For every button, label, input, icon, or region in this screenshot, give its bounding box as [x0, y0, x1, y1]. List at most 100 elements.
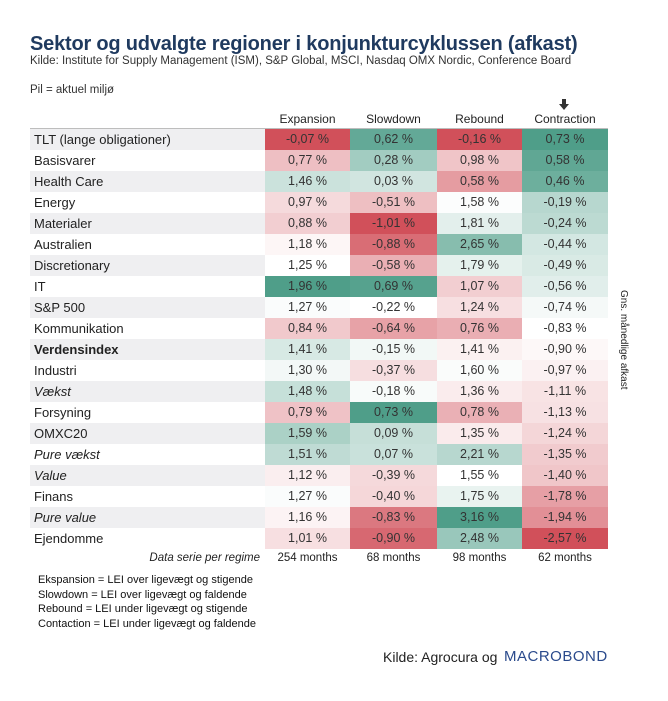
- heatmap-cell-rebound: -0,16 %: [437, 129, 522, 150]
- heatmap-cell-rebound: 1,81 %: [437, 213, 522, 234]
- row-label: IT: [34, 279, 46, 294]
- heatmap-cell-slowdown: -0,22 %: [350, 297, 437, 318]
- row-label: Health Care: [30, 171, 265, 192]
- heatmap-cell-rebound: 0,78 %: [437, 402, 522, 423]
- heatmap-cell-expansion: 1,12 %: [265, 465, 350, 486]
- header-divider: [30, 128, 608, 129]
- heatmap-cell-contraction: -2,57 %: [522, 528, 608, 549]
- row-label: Materialer: [30, 213, 265, 234]
- row-label: TLT (lange obligationer): [30, 129, 265, 150]
- table-row: OMXC20 1,59 % 0,09 % 1,35 % -1,24 %: [30, 423, 608, 444]
- footer-months-contraction: 62 months: [538, 552, 592, 564]
- heatmap-cell-expansion: 1,96 %: [265, 276, 350, 297]
- heatmap-cell-expansion: 0,79 %: [265, 402, 350, 423]
- heatmap-cell-rebound: 1,41 %: [437, 339, 522, 360]
- heatmap-cell-rebound: 1,24 %: [437, 297, 522, 318]
- row-label: Verdensindex: [30, 339, 265, 360]
- heatmap-cell-slowdown: -0,51 %: [350, 192, 437, 213]
- heatmap-cell-contraction: -1,40 %: [522, 465, 608, 486]
- heatmap-cell-slowdown: 0,28 %: [350, 150, 437, 171]
- heatmap-cell-rebound: 2,65 %: [437, 234, 522, 255]
- table-row: Ejendomme 1,01 % -0,90 % 2,48 % -2,57 %: [30, 528, 608, 549]
- row-label: Energy: [34, 195, 76, 210]
- heatmap-cell-rebound: 3,16 %: [437, 507, 522, 528]
- table-row: Discretionary 1,25 % -0,58 % 1,79 % -0,49 %: [30, 255, 608, 276]
- heatmap-cell-rebound: 1,75 %: [437, 486, 522, 507]
- arrow-note: Pil = aktuel miljø: [30, 84, 115, 96]
- heatmap-cell-slowdown: -1,01 %: [350, 213, 437, 234]
- heatmap-cell-slowdown: -0,83 %: [350, 507, 437, 528]
- page-title: Sektor og udvalgte regioner i konjunktur…: [30, 33, 578, 55]
- row-label: Pure value: [30, 507, 265, 528]
- heatmap-cell-expansion: 1,46 %: [265, 171, 350, 192]
- heatmap-cell-contraction: -0,49 %: [522, 255, 608, 276]
- heatmap-cell-slowdown: 0,62 %: [350, 129, 437, 150]
- heatmap-cell-expansion: 1,48 %: [265, 381, 350, 402]
- arrow-down-icon: [559, 99, 569, 110]
- heatmap-cell-expansion: 1,18 %: [265, 234, 350, 255]
- heatmap-cell-contraction: 0,46 %: [522, 171, 608, 192]
- heatmap-cell-slowdown: -0,18 %: [350, 381, 437, 402]
- table-row: Health Care 1,46 % 0,03 % 0,58 % 0,46 %: [30, 171, 608, 192]
- legend-line: Ekspansion = LEI over ligevægt og stigen…: [38, 574, 253, 586]
- heatmap-cell-slowdown: -0,64 %: [350, 318, 437, 339]
- heatmap-cell-rebound: 2,48 %: [437, 528, 522, 549]
- heatmap-cell-expansion: 1,25 %: [265, 255, 350, 276]
- column-header-expansion: Expansion: [279, 112, 336, 126]
- heatmap-cell-expansion: 0,77 %: [265, 150, 350, 171]
- heatmap-cell-expansion: 1,30 %: [265, 360, 350, 381]
- footer-months-expansion: 254 months: [277, 552, 338, 564]
- table-row: Energy 0,97 % -0,51 % 1,58 % -0,19 %: [30, 192, 608, 213]
- heatmap-cell-slowdown: 0,73 %: [350, 402, 437, 423]
- heatmap-cell-slowdown: 0,69 %: [350, 276, 437, 297]
- heatmap-cell-expansion: 0,97 %: [265, 192, 350, 213]
- table-row: Materialer 0,88 % -1,01 % 1,81 % -0,24 %: [30, 213, 608, 234]
- heatmap-cell-contraction: 0,58 %: [522, 150, 608, 171]
- heatmap-cell-rebound: 1,58 %: [437, 192, 522, 213]
- heatmap-cell-contraction: -0,90 %: [522, 339, 608, 360]
- row-label: Industri: [34, 363, 77, 378]
- heatmap-cell-rebound: 1,07 %: [437, 276, 522, 297]
- source-subtitle: Kilde: Institute for Supply Management (…: [30, 55, 572, 67]
- heatmap-cell-contraction: -0,44 %: [522, 234, 608, 255]
- heatmap-cell-slowdown: -0,15 %: [350, 339, 437, 360]
- heatmap-cell-slowdown: -0,40 %: [350, 486, 437, 507]
- column-header-contraction: Contraction: [534, 112, 596, 126]
- heatmap-cell-contraction: -0,83 %: [522, 318, 608, 339]
- heatmap-cell-expansion: 1,41 %: [265, 339, 350, 360]
- row-label: S&P 500: [30, 297, 265, 318]
- heatmap-cell-slowdown: -0,88 %: [350, 234, 437, 255]
- table-row: TLT (lange obligationer) -0,07 % 0,62 % -0,…: [30, 129, 608, 150]
- heatmap-cell-rebound: 0,58 %: [437, 171, 522, 192]
- footer-months-slowdown: 68 months: [366, 552, 421, 564]
- heatmap-cell-contraction: -0,97 %: [522, 360, 608, 381]
- row-label: Kommunikation: [34, 321, 124, 336]
- heatmap-cell-rebound: 0,76 %: [437, 318, 522, 339]
- heatmap-cell-rebound: 1,55 %: [437, 465, 522, 486]
- heatmap-cell-slowdown: 0,09 %: [350, 423, 437, 444]
- table-row: Forsyning 0,79 % 0,73 % 0,78 % -1,13 %: [30, 402, 608, 423]
- table-row: Pure value 1,16 % -0,83 % 3,16 % -1,94 %: [30, 507, 608, 528]
- heatmap-cell-expansion: 1,59 %: [265, 423, 350, 444]
- table-row: Basisvarer 0,77 % 0,28 % 0,98 % 0,58 %: [30, 150, 608, 171]
- heatmap-cell-rebound: 1,60 %: [437, 360, 522, 381]
- heatmap-cell-contraction: 0,73 %: [522, 129, 608, 150]
- heatmap-cell-slowdown: -0,37 %: [350, 360, 437, 381]
- table-row: Finans 1,27 % -0,40 % 1,75 % -1,78 %: [30, 486, 608, 507]
- heatmap-cell-expansion: 1,51 %: [265, 444, 350, 465]
- row-label: Discretionary: [30, 255, 265, 276]
- table-row: Value 1,12 % -0,39 % 1,55 % -1,40 %: [30, 465, 608, 486]
- heatmap-cell-contraction: -0,19 %: [522, 192, 608, 213]
- row-label: OMXC20: [30, 423, 265, 444]
- heatmap-cell-contraction: -0,56 %: [522, 276, 608, 297]
- heatmap-cell-expansion: 1,27 %: [265, 297, 350, 318]
- legend-line: Slowdown = LEI over ligevægt og faldende: [38, 588, 247, 601]
- table-row: Australien 1,18 % -0,88 % 2,65 % -0,44 %: [30, 234, 608, 255]
- heatmap-cell-rebound: 1,36 %: [437, 381, 522, 402]
- heatmap-cell-expansion: 1,01 %: [265, 528, 350, 549]
- heatmap-cell-contraction: -0,74 %: [522, 297, 608, 318]
- footer-months-rebound: 98 months: [452, 552, 507, 564]
- side-axis-label: Gns. månedlige afkast: [618, 290, 629, 390]
- heatmap-cell-rebound: 1,35 %: [437, 423, 522, 444]
- row-label: Forsyning: [34, 405, 92, 420]
